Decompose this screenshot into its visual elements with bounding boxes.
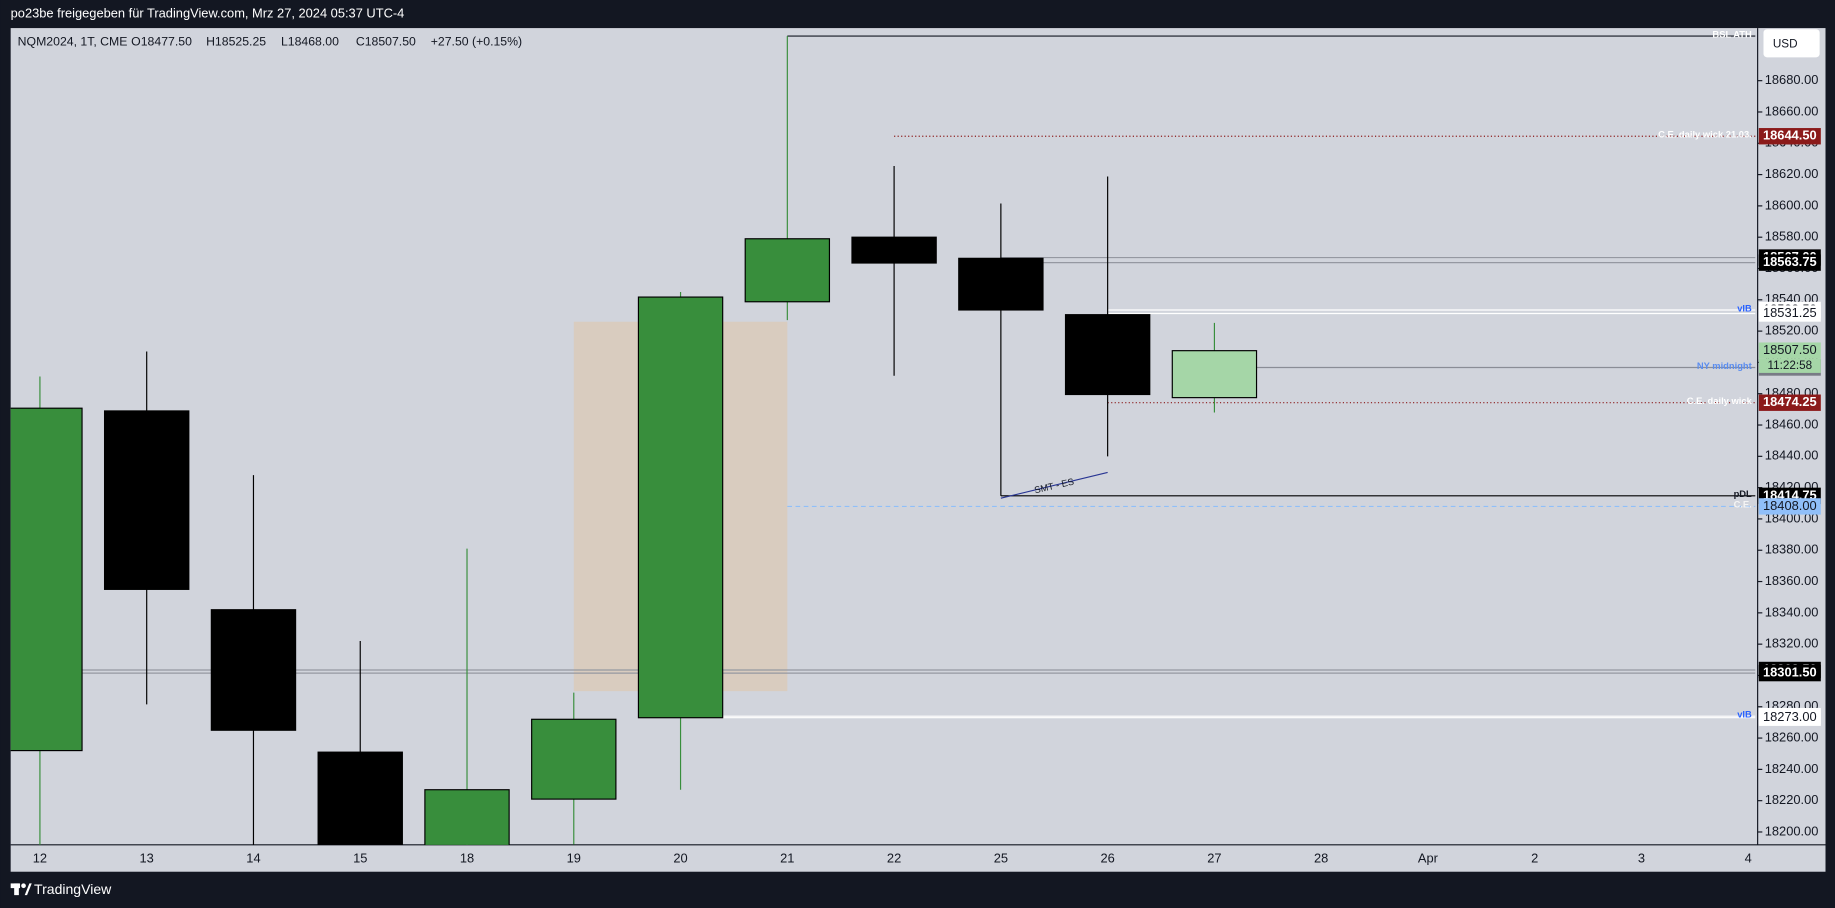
y-tick-label: 18600.00	[1765, 197, 1819, 212]
x-tick-label: 22	[887, 850, 901, 865]
y-tick-label: 18620.00	[1765, 166, 1819, 181]
price-tag-label: 18531.25	[1763, 305, 1817, 320]
y-tick-label: 18240.00	[1765, 761, 1819, 776]
y-tick-label: 18460.00	[1765, 416, 1819, 431]
x-tick-label: 12	[33, 850, 47, 865]
plot-area: SMT - ES	[10, 35, 1756, 845]
x-tick-label: Apr	[1418, 850, 1439, 865]
level-label: C.E. daily wick 21.03.	[1658, 130, 1752, 140]
price-tag-label: 18301.50	[1763, 665, 1817, 680]
price-tag	[1758, 305, 1821, 322]
level-label: C.E. daily wick	[1687, 396, 1753, 406]
x-tick-label: 18	[460, 850, 474, 865]
logo-part	[21, 883, 26, 889]
y-tick-label: 18360.00	[1765, 573, 1819, 588]
price-tag-label: 18644.50	[1763, 128, 1817, 143]
y-tick-label: 18520.00	[1765, 323, 1819, 338]
x-tick-label: 20	[673, 850, 687, 865]
y-tick-label: 18220.00	[1765, 792, 1819, 807]
level-label: C.E.	[1734, 500, 1752, 510]
logo-part	[14, 883, 19, 896]
price-tag-label: 18273.00	[1763, 709, 1817, 724]
legend-item: O18477.50	[131, 34, 192, 48]
price-tag-label: 18563.75	[1763, 254, 1817, 269]
y-tick-label: 18340.00	[1765, 604, 1819, 619]
y-tick-label: 18380.00	[1765, 542, 1819, 557]
candle-body	[210, 609, 297, 731]
countdown: 11:22:58	[1767, 359, 1812, 372]
level-label: NY midnight	[1697, 361, 1752, 371]
x-tick-label: 19	[567, 850, 581, 865]
candle-body	[531, 718, 617, 800]
currency: USD	[1773, 38, 1798, 51]
level-label: vIB	[1737, 709, 1752, 719]
candle-body	[1064, 314, 1151, 396]
legend-item: L18468.00	[281, 34, 339, 48]
y-tick-label: 18580.00	[1765, 229, 1819, 244]
price-tag	[1758, 394, 1821, 411]
x-tick-label: 27	[1207, 850, 1221, 865]
plot-background	[10, 28, 1826, 872]
plot: O18477.50 H18525.25 L18468.00 C18507.50 +27.…	[10, 29, 1821, 865]
y-tick-label: 18440.00	[1765, 448, 1819, 463]
annotation-line	[1000, 471, 1108, 499]
header-title: po23be freigegeben für TradingView.com, …	[11, 5, 405, 20]
candle-body	[637, 296, 724, 719]
logo-part	[24, 883, 32, 896]
x-tick-label: 13	[140, 850, 154, 865]
x-tick-label: 26	[1100, 850, 1114, 865]
candle-body	[1171, 350, 1258, 399]
currency-box	[1763, 29, 1820, 58]
legend-item: C18507.50	[356, 34, 416, 48]
legend-item: +27.50 (+0.15%)	[431, 34, 522, 48]
brand: TradingView	[34, 881, 112, 897]
y-tick-label: 18260.00	[1765, 729, 1819, 744]
price-tag-label: 18507.50	[1763, 342, 1817, 357]
level-label: vIB	[1737, 303, 1752, 313]
y-tick-label: 18320.00	[1765, 636, 1819, 651]
x-tick-label: 25	[994, 850, 1008, 865]
candle-body	[744, 238, 831, 303]
x-tick-label: 4	[1745, 850, 1752, 865]
x-tick-label: 21	[780, 850, 794, 865]
x-tick-label: 28	[1314, 850, 1328, 865]
candle-body	[103, 410, 190, 590]
level-label: pDL	[1734, 489, 1752, 499]
x-tick-label: 14	[246, 850, 260, 865]
price-tag	[1758, 128, 1821, 145]
x-tick-label: 15	[353, 850, 367, 865]
countdown-tag	[1758, 358, 1821, 373]
candle-body	[317, 751, 403, 845]
price-tag	[1758, 709, 1821, 726]
legend-item: H18525.25	[206, 34, 266, 48]
level-label: BSL ATH	[1712, 29, 1752, 39]
candle-body	[958, 257, 1044, 311]
price-tag	[1758, 342, 1821, 359]
x-tick-label: 3	[1638, 850, 1645, 865]
symbol: NQM2024, 1T, CME	[18, 34, 128, 48]
price-tag	[1758, 664, 1821, 682]
y-tick-label: 18680.00	[1765, 72, 1819, 87]
candle-body	[424, 789, 510, 845]
x-tick-label: 2	[1531, 850, 1538, 865]
price-tag-label: 18408.00	[1763, 498, 1817, 513]
y-tick-label: 18660.00	[1765, 103, 1819, 118]
y-tick-label: 18200.00	[1765, 823, 1819, 838]
candle-body	[10, 407, 83, 752]
price-tag-label: 18474.25	[1763, 394, 1817, 409]
brand-logo	[10, 883, 32, 896]
price-tag	[1758, 254, 1821, 271]
price-tag	[1758, 498, 1821, 515]
candle-body	[851, 236, 937, 264]
